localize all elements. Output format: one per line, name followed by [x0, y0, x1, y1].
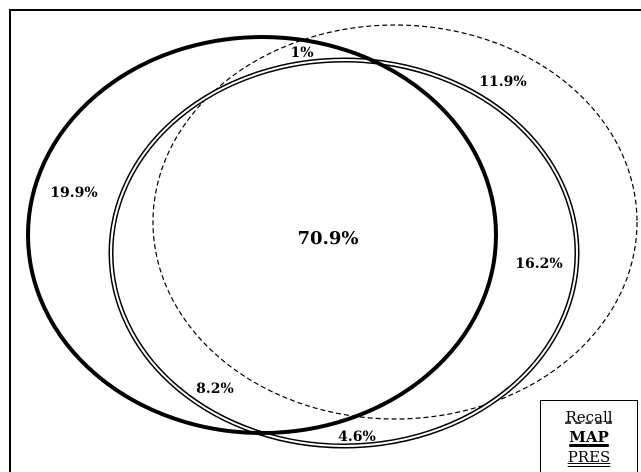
region-label-pres-recall-right: 16.2% [515, 256, 562, 272]
region-label-map-only: 19.9% [50, 185, 97, 201]
map-set-ellipse [26, 35, 498, 435]
region-label-map-pres-bottom-left: 8.2% [196, 381, 234, 397]
legend-pres: PRES [567, 448, 611, 466]
region-label-center: 70.9% [298, 228, 359, 249]
recall-set-ellipse [152, 24, 638, 420]
pres-set-ellipse [108, 57, 580, 449]
region-label-recall-only: 11.9% [479, 74, 526, 90]
legend-recall: Recall [565, 408, 613, 426]
figure-frame [9, 9, 641, 472]
legend-box: Recall MAP PRES [540, 400, 638, 472]
region-label-pres-bottom: 4.6% [338, 429, 376, 445]
legend-map: MAP [569, 428, 609, 446]
region-label-map-recall-top: 1% [290, 45, 313, 61]
